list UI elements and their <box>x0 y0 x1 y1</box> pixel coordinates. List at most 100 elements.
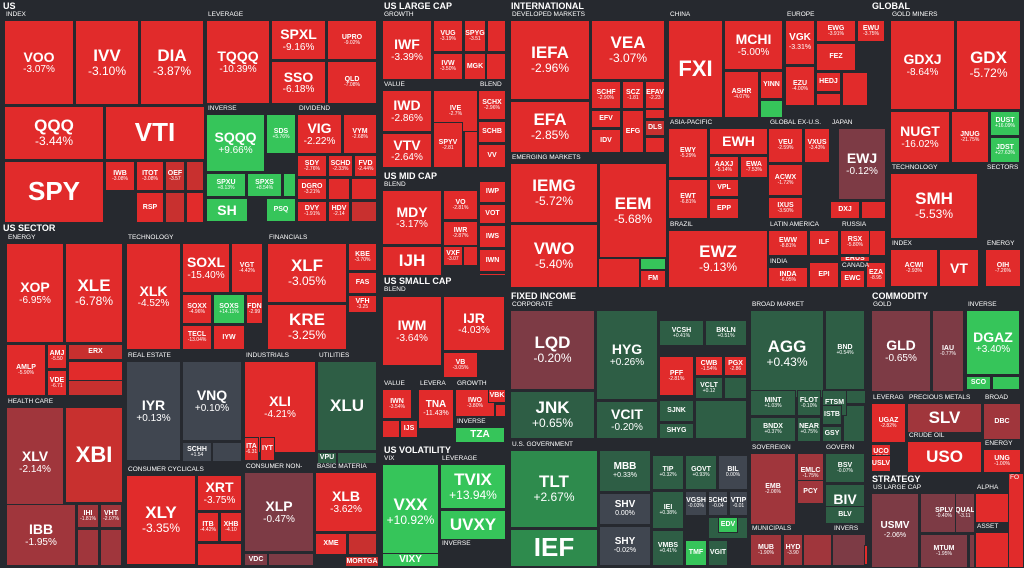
section-title[interactable]: GLOBAL <box>872 1 910 11</box>
etf-tile-gsy[interactable]: GSY <box>822 426 842 442</box>
etf-tile-mub[interactable]: MUB -1.90% <box>750 534 782 566</box>
minor-etf-tile[interactable] <box>486 53 506 80</box>
etf-tile-voo[interactable]: VOO -3.07% <box>4 20 74 105</box>
etf-tile-vnq[interactable]: VNQ +0.10% <box>182 361 242 441</box>
group-label[interactable]: DIVIDEND <box>299 105 331 112</box>
minor-etf-tile[interactable] <box>842 72 868 106</box>
etf-tile-iwp[interactable]: IWP <box>479 181 506 203</box>
etf-tile-emb[interactable]: EMB -2.06% <box>750 453 796 525</box>
group-label[interactable]: GOLD <box>873 301 892 308</box>
etf-tile-soxs[interactable]: SOXS +14.11% <box>213 294 245 324</box>
etf-tile-tqqq[interactable]: TQQQ -10.39% <box>206 20 270 104</box>
group-label[interactable]: ENERGY <box>8 234 36 241</box>
etf-tile-tecl[interactable]: TECL -13.04% <box>182 325 212 350</box>
etf-tile-efav[interactable]: EFAV -2.23 <box>645 81 665 109</box>
etf-tile-flot[interactable]: FLOT -0.10% <box>797 390 821 416</box>
etf-tile-sh[interactable]: SH <box>206 198 248 222</box>
etf-tile-vgt[interactable]: VGT -4.42% <box>231 243 263 293</box>
etf-tile-vbk[interactable]: VBK <box>488 389 506 403</box>
etf-tile-ewt[interactable]: EWT -6.81% <box>668 179 708 219</box>
etf-tile-xop[interactable]: XOP -6.95% <box>6 243 64 343</box>
minor-etf-tile[interactable] <box>463 246 478 266</box>
group-label[interactable]: CORPORATE <box>512 301 553 308</box>
etf-tile-tna[interactable]: TNA -11.43% <box>418 389 454 429</box>
etf-tile-ihi[interactable]: IHI -1.81% <box>77 504 99 528</box>
group-label[interactable]: EUROPE <box>787 11 815 18</box>
group-label[interactable]: US LARGE CAP <box>873 484 922 491</box>
etf-tile-ewy[interactable]: EWY -5.29% <box>668 128 708 178</box>
etf-tile-ewu[interactable]: EWU -3.75% <box>857 20 885 42</box>
etf-tile-soxx[interactable]: SOXX -4.96% <box>182 294 212 324</box>
etf-tile-ewj[interactable]: EWJ -0.12% <box>838 128 886 200</box>
etf-tile-acwi[interactable]: ACWI -2.93% <box>890 249 938 287</box>
etf-tile-spy[interactable]: SPY <box>4 161 104 223</box>
etf-tile-vgk[interactable]: VGK -3.31% <box>785 20 815 65</box>
etf-tile-iyt[interactable]: IYT <box>260 437 275 461</box>
etf-tile-vb[interactable]: VB -3.05% <box>443 352 478 378</box>
etf-tile-smh[interactable]: SMH -5.53% <box>890 173 978 239</box>
etf-tile-sjnk[interactable]: SJNK <box>659 400 694 422</box>
etf-tile-ita[interactable]: ITA -6.31 <box>244 437 259 461</box>
group-label[interactable]: DEVELOPED MARKETS <box>512 11 585 18</box>
group-label[interactable]: INVERSE <box>208 105 237 112</box>
minor-etf-tile[interactable] <box>846 390 866 404</box>
etf-tile-efg[interactable]: EFG <box>622 110 644 153</box>
etf-tile-ijr[interactable]: IJR -4.03% <box>443 296 505 351</box>
group-label[interactable]: ASSET <box>977 523 999 530</box>
group-label[interactable]: TECHNOLOGY <box>892 164 938 171</box>
etf-tile-iwn[interactable]: IWN <box>479 249 506 272</box>
etf-tile-schd[interactable]: SCHD -2.33% <box>328 155 353 177</box>
etf-tile-ashr[interactable]: ASHR -4.07% <box>724 71 759 118</box>
minor-etf-tile[interactable] <box>351 201 377 222</box>
etf-tile-fxi[interactable]: FXI <box>668 20 723 118</box>
group-label[interactable]: VALUE <box>384 380 405 387</box>
group-label[interactable]: LEVERAGE <box>208 11 244 18</box>
etf-tile-ilf[interactable]: ILF <box>809 230 839 256</box>
etf-tile-bsv[interactable]: BSV -0.07% <box>825 453 865 483</box>
group-label[interactable]: BLEND <box>384 181 406 188</box>
etf-tile-vfh[interactable]: VFH -3.25 <box>348 295 377 313</box>
etf-tile-ugaz[interactable]: UGAZ -2.82% <box>871 403 906 443</box>
minor-etf-tile[interactable] <box>645 109 665 119</box>
section-title[interactable]: FIXED INCOME <box>511 291 577 301</box>
etf-tile-gdxj[interactable]: GDXJ -8.64% <box>890 20 955 110</box>
minor-etf-tile[interactable] <box>348 533 377 555</box>
etf-tile-dbc[interactable]: DBC <box>983 403 1021 440</box>
etf-tile-kre[interactable]: KRE -3.25% <box>267 304 347 350</box>
etf-tile-erus[interactable]: ERUS <box>840 256 870 262</box>
etf-tile-vxx[interactable]: VXX +10.92% <box>382 464 439 560</box>
group-label[interactable]: U.S. GOVERNMENT <box>512 441 574 448</box>
etf-tile-cwb[interactable]: CWB -1.54% <box>695 356 723 376</box>
etf-tile-ivw[interactable]: IVW -3.50% <box>433 53 463 80</box>
section-title[interactable]: US SMALL CAP <box>384 276 452 286</box>
etf-tile-sco[interactable]: SCO <box>966 376 991 390</box>
etf-tile-fas[interactable]: FAS <box>348 272 377 294</box>
minor-etf-tile[interactable] <box>495 404 506 417</box>
etf-tile-iwf[interactable]: IWF -3.39% <box>382 20 432 80</box>
etf-tile-qqq[interactable]: QQQ -3.44% <box>4 106 104 160</box>
group-label[interactable]: ASIA-PACIFIC <box>670 119 713 126</box>
minor-etf-tile[interactable] <box>760 100 783 118</box>
etf-tile-vot[interactable]: VOT <box>479 204 506 224</box>
etf-tile-jnug[interactable]: JNUG -21.75% <box>951 111 989 163</box>
etf-tile-iau[interactable]: IAU -0.77% <box>932 310 964 392</box>
etf-tile-dls[interactable]: DLS <box>645 120 665 136</box>
etf-tile-kbe[interactable]: KBE -3.70% <box>348 243 377 271</box>
etf-tile-eem[interactable]: EEM -5.68% <box>599 163 667 258</box>
etf-tile-xlp[interactable]: XLP -0.47% <box>244 472 314 552</box>
etf-tile-agg[interactable]: AGG +0.43% <box>750 310 824 398</box>
etf-tile-acwx[interactable]: ACWX -1.72% <box>768 164 803 196</box>
etf-tile-iwm[interactable]: IWM -3.64% <box>382 296 442 366</box>
group-label[interactable]: GOVERN <box>826 444 855 451</box>
etf-tile-hedj[interactable]: HEDJ <box>816 72 841 92</box>
etf-tile-schf[interactable]: SCHF -2.90% <box>591 81 621 109</box>
group-label[interactable]: BRAZIL <box>670 221 693 228</box>
group-label[interactable]: GOLD MINERS <box>892 11 938 18</box>
etf-tile-eza[interactable]: EZA -8.95 <box>866 262 886 288</box>
etf-tile-mtum[interactable]: MTUM -1.95% <box>920 534 968 568</box>
etf-tile-tlt[interactable]: TLT +2.67% <box>510 450 598 528</box>
minor-etf-tile[interactable] <box>640 258 666 270</box>
etf-tile-mint[interactable]: MINT +1.03% <box>750 390 796 416</box>
minor-etf-tile[interactable] <box>77 529 99 566</box>
etf-tile-xly[interactable]: XLY -3.35% <box>126 475 196 565</box>
